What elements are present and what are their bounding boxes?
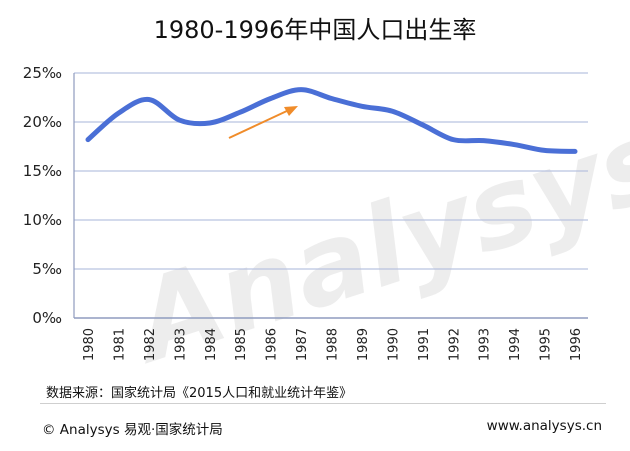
x-tick-label: 1993	[478, 328, 493, 361]
y-tick-label: 15‰	[23, 162, 62, 180]
x-tick-label: 1982	[143, 328, 158, 361]
x-tick-label: 1991	[417, 328, 432, 361]
y-tick-label: 0‰	[32, 309, 62, 327]
x-tick-label: 1996	[569, 328, 584, 361]
x-tick-label: 1984	[204, 328, 219, 361]
y-axis: 0‰ 5‰ 10‰ 15‰ 20‰ 25‰	[23, 64, 62, 327]
trend-arrow	[228, 106, 298, 139]
x-tick-label: 1981	[112, 328, 127, 361]
x-tick-label: 1985	[234, 328, 249, 361]
x-tick-label: 1990	[386, 328, 401, 361]
copyright: © Analysys 易观·国家统计局	[42, 422, 223, 438]
arrow-shaft	[228, 109, 290, 139]
x-tick-label: 1983	[173, 328, 188, 361]
arrow-head	[284, 106, 298, 116]
website-link[interactable]: www.analysys.cn	[486, 418, 602, 434]
data-source: 数据来源：国家统计局《2015人口和就业统计年鉴》	[46, 386, 353, 401]
x-tick-label: 1989	[356, 328, 371, 361]
series-layer	[85, 87, 578, 154]
x-tick-label: 1995	[539, 328, 554, 361]
series-line	[85, 87, 578, 154]
chart-title: 1980-1996年中国人口出生率	[154, 16, 477, 44]
footer-divider	[40, 403, 606, 404]
x-tick-label: 1988	[326, 328, 341, 361]
x-tick-label: 1994	[508, 328, 523, 361]
x-tick-label: 1992	[447, 328, 462, 361]
x-axis: 1980 1981 1982 1983 1984 1985 1986 1987 1988 1989…	[82, 328, 584, 361]
y-tick-label: 10‰	[23, 211, 62, 229]
x-tick-label: 1987	[295, 328, 310, 361]
grid	[73, 72, 588, 319]
x-tick-label: 1986	[265, 328, 280, 361]
y-tick-label: 5‰	[32, 260, 62, 278]
y-tick-label: 20‰	[23, 113, 62, 131]
y-tick-label: 25‰	[23, 64, 62, 82]
x-tick-label: 1980	[82, 328, 97, 361]
